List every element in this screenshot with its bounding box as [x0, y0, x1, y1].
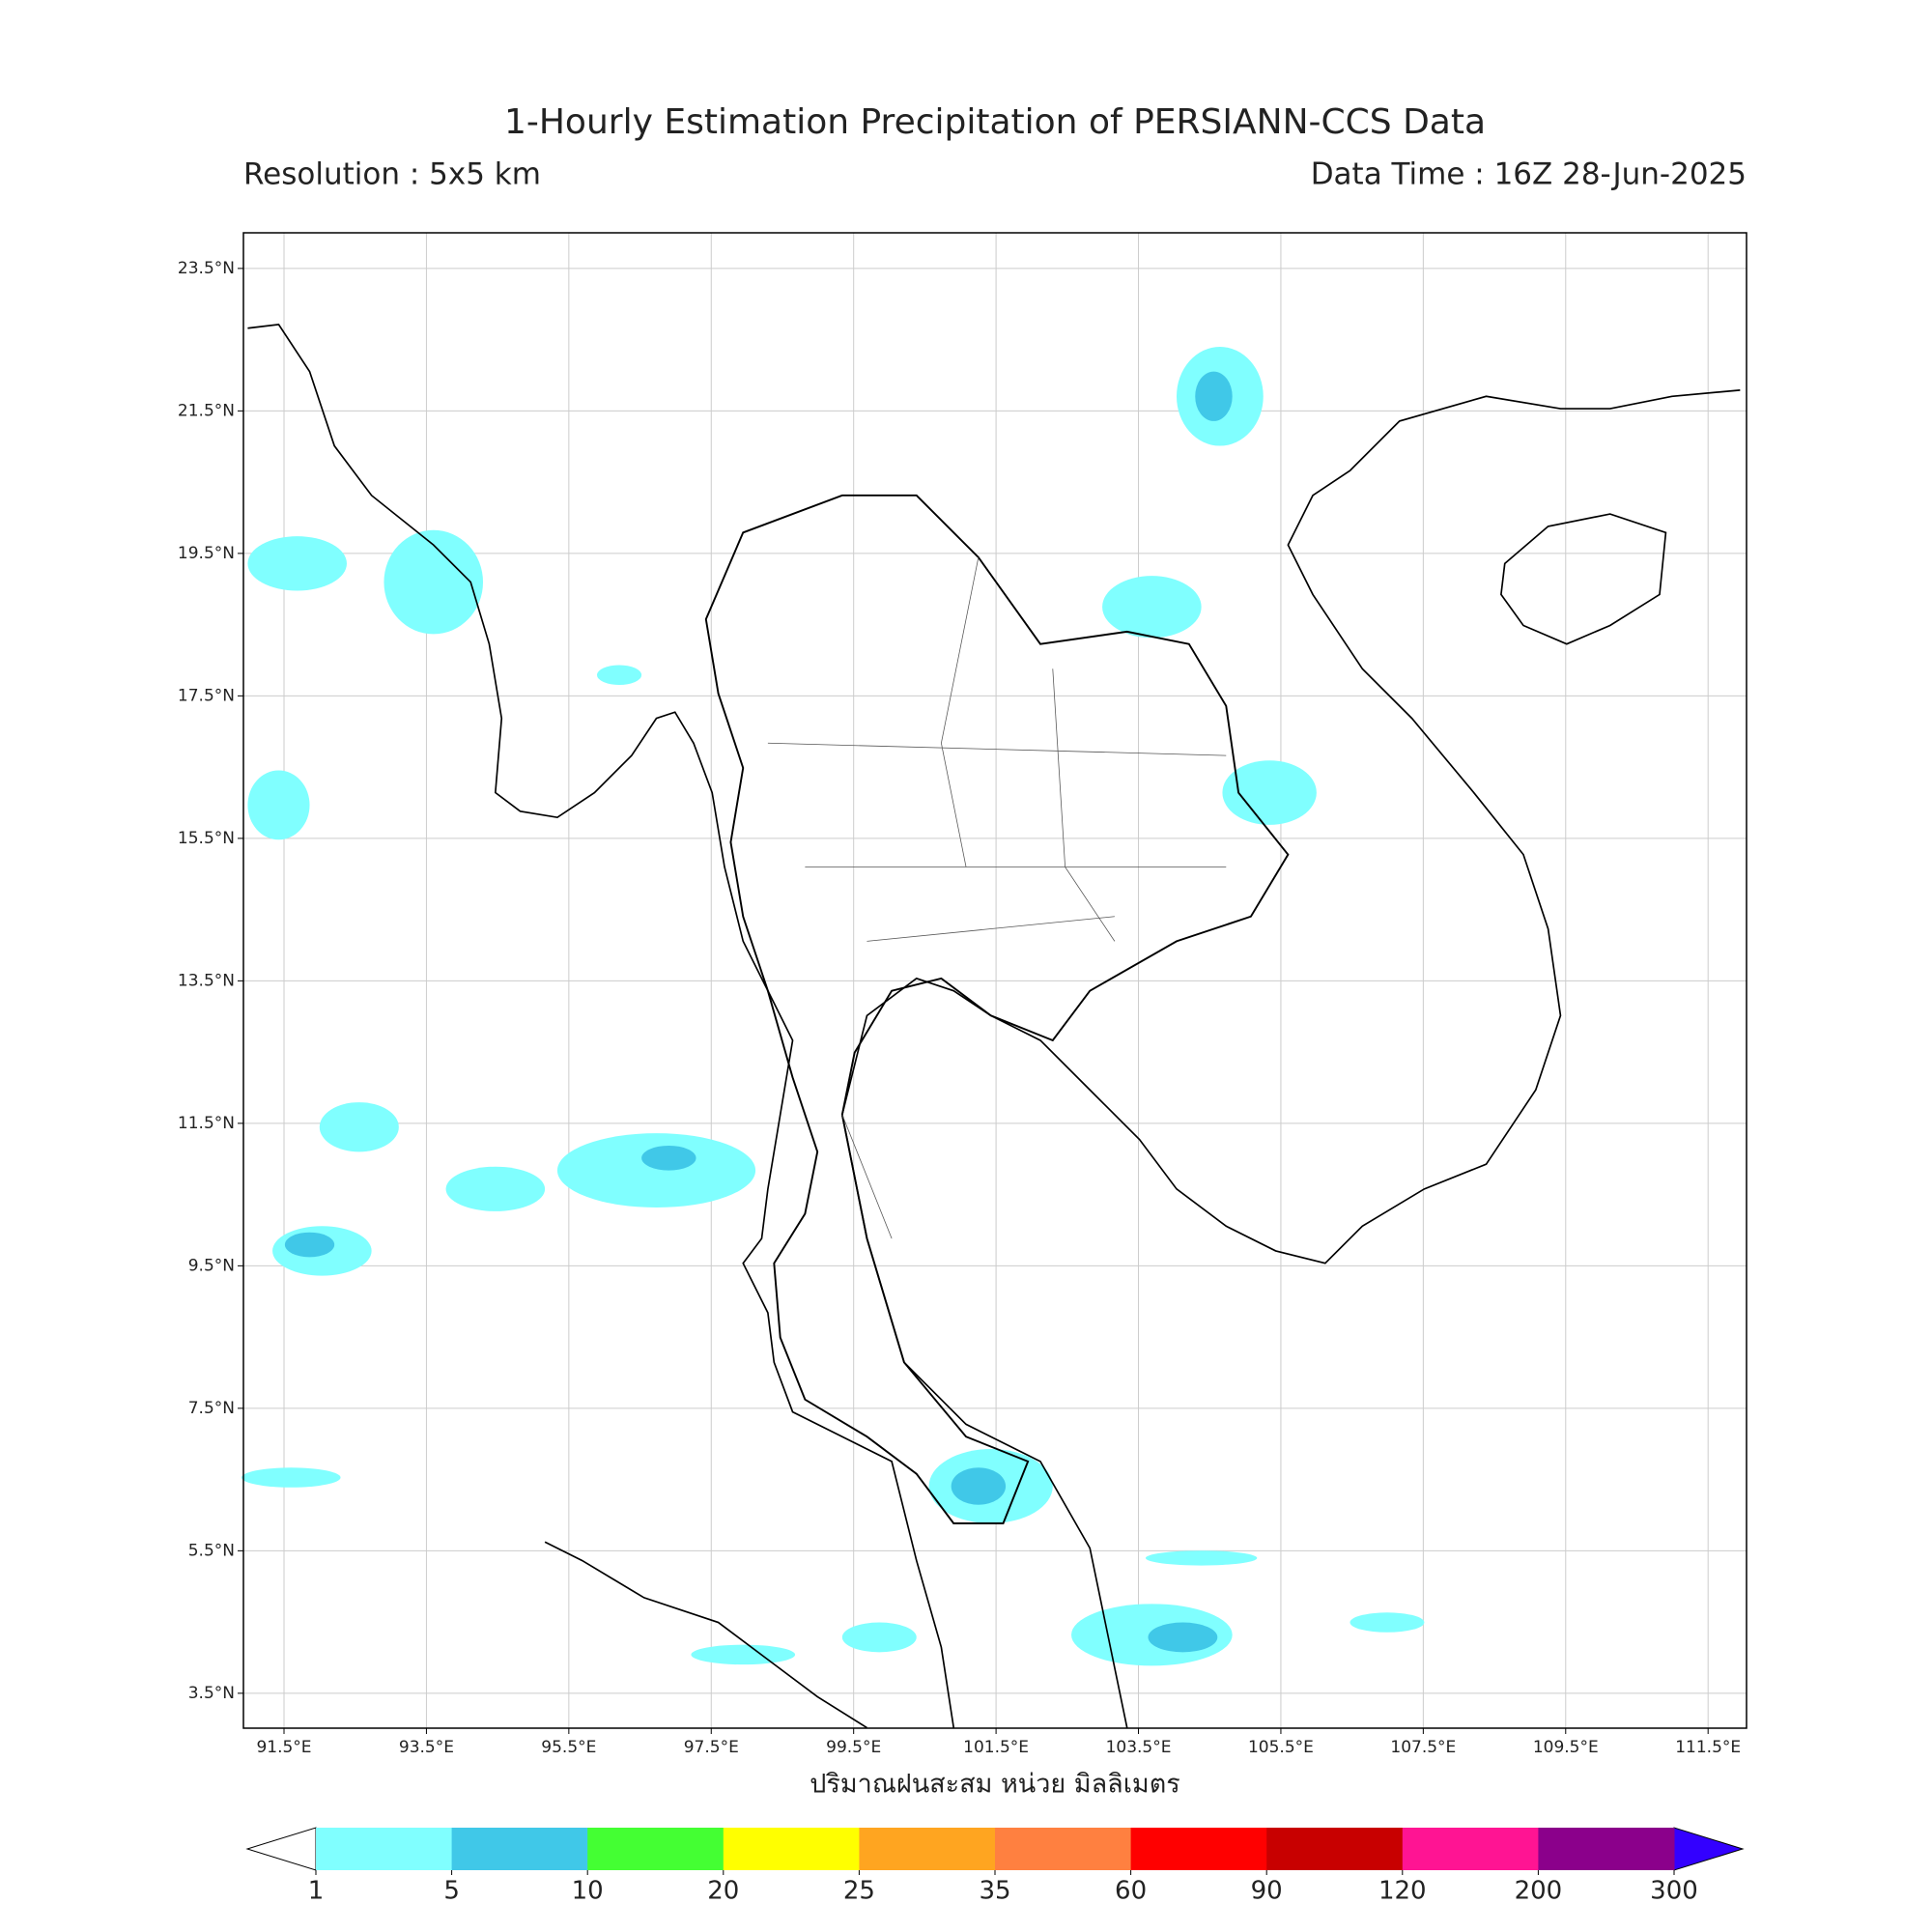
title: 1-Hourly Estimation Precipitation of PER…: [504, 102, 1486, 142]
x-tick-label: 91.5°E: [256, 1738, 311, 1757]
x-tick-label: 105.5°E: [1248, 1738, 1314, 1757]
rain-area: [841, 1622, 917, 1653]
rain-core: [284, 1232, 335, 1258]
colorbar-under: [245, 1827, 317, 1871]
thailand-border: [704, 494, 1290, 1524]
y-tick-label: 5.5°N: [188, 1541, 235, 1560]
colorbar-tick-label: 200: [1515, 1877, 1563, 1906]
colorbar-tick-label: 25: [843, 1877, 875, 1906]
rain-areas: [242, 346, 1425, 1666]
rain-area: [1145, 1550, 1258, 1566]
colorbar-tick-label: 1: [308, 1877, 325, 1906]
y-tick-label: 17.5°N: [178, 686, 235, 705]
x-tick-label: 97.5°E: [684, 1738, 739, 1757]
island: [1500, 513, 1667, 645]
rain-area: [319, 1102, 399, 1152]
rain-core: [1195, 371, 1233, 421]
y-tick-label: 23.5°N: [178, 259, 235, 278]
colorbar-bin: [316, 1828, 453, 1870]
map-layer: [243, 233, 1747, 1728]
rain-cores: [284, 371, 1233, 1653]
colorbar-bin: [995, 1828, 1132, 1870]
rain-area: [242, 1467, 341, 1488]
colorbar-tick-label: 20: [707, 1877, 739, 1906]
y-tick-label: 3.5°N: [188, 1684, 235, 1703]
colorbar-tick-label: 10: [572, 1877, 604, 1906]
colorbar-tick-label: 300: [1650, 1877, 1698, 1906]
data-time: Data Time : 16Z 28-Jun-2025: [1311, 157, 1747, 192]
colorbar-tick-label: 35: [979, 1877, 1010, 1906]
colorbar-bin: [587, 1828, 724, 1870]
x-tick-label: 99.5°E: [826, 1738, 881, 1757]
resolution: Resolution : 5x5 km: [243, 157, 541, 192]
rain-area: [691, 1644, 796, 1665]
y-tick-label: 9.5°N: [188, 1256, 235, 1275]
colorbar-bin: [859, 1828, 996, 1870]
colorbar-bin: [1130, 1828, 1267, 1870]
rain-area: [1350, 1612, 1425, 1633]
x-tick-label: 107.5°E: [1390, 1738, 1456, 1757]
x-tick-label: 93.5°E: [399, 1738, 454, 1757]
colorbar-bin: [451, 1828, 588, 1870]
colorbar-tick-label: 5: [443, 1877, 460, 1906]
colorbar-tick-label: 120: [1378, 1877, 1427, 1906]
province-borders: [767, 556, 1227, 1239]
rain-core: [951, 1467, 1007, 1505]
x-tick-label: 111.5°E: [1675, 1738, 1741, 1757]
rain-area: [1222, 760, 1317, 825]
rain-area: [445, 1166, 546, 1211]
rain-area: [384, 529, 484, 635]
y-tick-label: 11.5°N: [178, 1114, 235, 1133]
rain-area: [596, 665, 642, 686]
x-tick-label: 103.5°E: [1106, 1738, 1172, 1757]
rain-core: [641, 1145, 696, 1171]
coastline: [247, 324, 955, 1728]
y-tick-label: 7.5°N: [188, 1399, 235, 1418]
colorbar-over: [1673, 1827, 1745, 1871]
colorbar-bin: [1538, 1828, 1675, 1870]
rain-core: [1148, 1622, 1218, 1653]
rain-area: [556, 1133, 756, 1208]
colorbar: 1 5 10 20 25 35 60 90 120 200 300: [245, 1827, 1745, 1906]
coastline: [840, 389, 1741, 1728]
rain-area: [1102, 576, 1202, 639]
x-tick-label: 95.5°E: [541, 1738, 596, 1757]
y-tick-label: 21.5°N: [178, 401, 235, 420]
colorbar-bin: [723, 1828, 860, 1870]
y-tick-label: 19.5°N: [178, 544, 235, 563]
rain-area: [247, 536, 347, 591]
colorbar-tick-label: 60: [1115, 1877, 1147, 1906]
colorbar-tick-label: 90: [1251, 1877, 1283, 1906]
y-tick-label: 13.5°N: [178, 971, 235, 990]
map-features: [242, 324, 1741, 1729]
colorbar-bin: [1402, 1828, 1539, 1870]
x-tick-label: 109.5°E: [1533, 1738, 1599, 1757]
x-tick-label: 101.5°E: [963, 1738, 1029, 1757]
y-tick-label: 15.5°N: [178, 829, 235, 848]
coastline: [544, 1541, 867, 1729]
colorbar-label: ปริมาณฝนสะสม หน่วย มิลลิเมตร: [810, 1770, 1180, 1800]
colorbar-bin: [1266, 1828, 1404, 1870]
rain-area: [247, 770, 310, 840]
